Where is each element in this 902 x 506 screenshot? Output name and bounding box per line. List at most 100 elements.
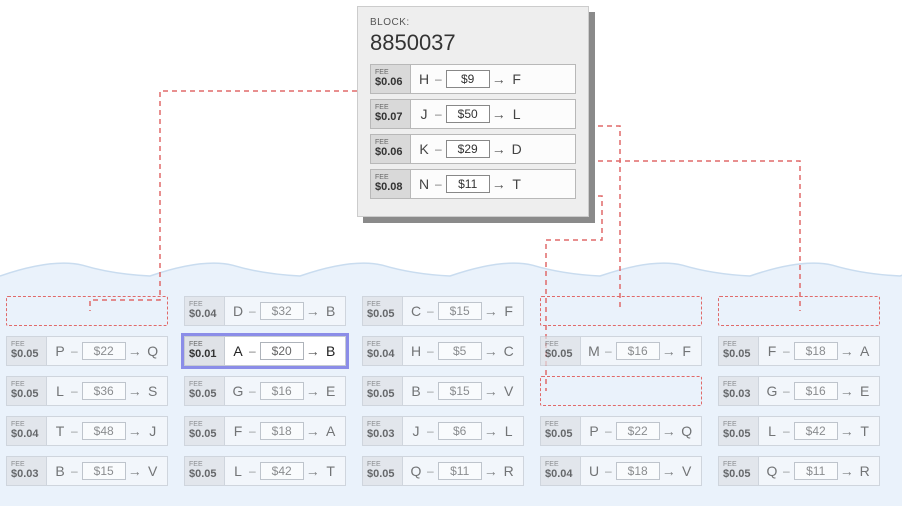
arrow-icon: → — [662, 343, 676, 359]
tx-body: A–$20→B — [225, 337, 345, 365]
tx-to: J — [146, 423, 160, 439]
tx-dash: – — [427, 384, 434, 398]
fee-label: FEE — [545, 341, 580, 348]
tx-body: J–$50→L — [411, 100, 575, 128]
fee-label: FEE — [545, 421, 580, 428]
tx-to: T — [324, 463, 338, 479]
tx-amount: $15 — [438, 382, 482, 400]
fee-amount: $0.03 — [367, 428, 402, 440]
fee-label: FEE — [375, 139, 410, 146]
tx-fee: FEE$0.05 — [7, 337, 47, 365]
fee-label: FEE — [11, 461, 46, 468]
tx-dash: – — [435, 177, 442, 191]
pool-slot — [718, 296, 880, 326]
fee-amount: $0.05 — [189, 428, 224, 440]
pool-tx-row: FEE$0.04H–$5→C — [362, 336, 524, 366]
arrow-icon: → — [306, 463, 320, 479]
tx-to: F — [680, 343, 694, 359]
fee-amount: $0.01 — [189, 348, 224, 360]
arrow-icon: → — [128, 343, 142, 359]
tx-dash: – — [783, 464, 790, 478]
tx-body: B–$15→V — [47, 457, 167, 485]
tx-fee: FEE$0.05 — [7, 377, 47, 405]
tx-to: L — [502, 423, 516, 439]
tx-amount: $15 — [438, 302, 482, 320]
tx-to: Q — [146, 343, 160, 359]
fee-label: FEE — [11, 421, 46, 428]
fee-label: FEE — [367, 421, 402, 428]
tx-to: F — [502, 303, 516, 319]
tx-dash: – — [71, 464, 78, 478]
fee-amount: $0.05 — [723, 348, 758, 360]
tx-amount: $11 — [446, 175, 490, 193]
pool-tx-row: FEE$0.05L–$42→T — [718, 416, 880, 446]
tx-dash: – — [783, 384, 790, 398]
tx-body: N–$11→T — [411, 170, 575, 198]
tx-amount: $42 — [260, 462, 304, 480]
tx-fee: FEE$0.05 — [185, 417, 225, 445]
block-card: BLOCK: 8850037 FEE$0.06H–$9→FFEE$0.07J–$… — [357, 6, 589, 217]
fee-amount: $0.06 — [375, 146, 410, 158]
tx-fee: FEE$0.05 — [719, 337, 759, 365]
tx-to: T — [858, 423, 872, 439]
tx-body: L–$42→T — [759, 417, 879, 445]
fee-label: FEE — [723, 461, 758, 468]
tx-amount: $32 — [260, 302, 304, 320]
fee-amount: $0.06 — [375, 76, 410, 88]
tx-to: L — [510, 106, 524, 122]
tx-amount: $9 — [446, 70, 490, 88]
arrow-icon: → — [840, 383, 854, 399]
tx-fee: FEE$0.07 — [371, 100, 411, 128]
tx-body: F–$18→A — [225, 417, 345, 445]
pool-tx-row: FEE$0.05P–$22→Q — [6, 336, 168, 366]
tx-fee: FEE$0.05 — [185, 457, 225, 485]
arrow-icon: → — [128, 383, 142, 399]
tx-to: R — [858, 463, 872, 479]
fee-amount: $0.05 — [189, 468, 224, 480]
tx-from: J — [417, 106, 431, 122]
tx-from: Q — [409, 463, 423, 479]
pool-slot: FEE$0.03B–$15→V — [6, 456, 168, 486]
tx-from: P — [587, 423, 601, 439]
pool-tx-row: FEE$0.05Q–$11→R — [718, 456, 880, 486]
fee-label: FEE — [189, 301, 224, 308]
block-number: 8850037 — [370, 30, 576, 56]
arrow-icon: → — [484, 303, 498, 319]
tx-from: K — [417, 141, 431, 157]
arrow-icon: → — [492, 71, 506, 87]
pool-tx-row: FEE$0.05C–$15→F — [362, 296, 524, 326]
tx-body: G–$16→E — [759, 377, 879, 405]
arrow-icon: → — [306, 343, 320, 359]
tx-fee: FEE$0.06 — [371, 65, 411, 93]
tx-fee: FEE$0.05 — [719, 417, 759, 445]
tx-dash: – — [783, 344, 790, 358]
tx-dash: – — [435, 72, 442, 86]
pool-tx-row: FEE$0.05L–$42→T — [184, 456, 346, 486]
tx-fee: FEE$0.06 — [371, 135, 411, 163]
pool-tx-row: FEE$0.03G–$16→E — [718, 376, 880, 406]
pool-tx-row: FEE$0.05B–$15→V — [362, 376, 524, 406]
tx-to: V — [680, 463, 694, 479]
tx-dash: – — [71, 424, 78, 438]
tx-to: E — [858, 383, 872, 399]
arrow-icon: → — [840, 423, 854, 439]
fee-label: FEE — [723, 421, 758, 428]
tx-dash: – — [71, 384, 78, 398]
pool-slot: FEE$0.05G–$16→E — [184, 376, 346, 406]
tx-body: C–$15→F — [403, 297, 523, 325]
pool-slot: FEE$0.03J–$6→L — [362, 416, 524, 446]
tx-from: T — [53, 423, 67, 439]
empty-slot — [718, 296, 880, 326]
tx-body: P–$22→Q — [581, 417, 701, 445]
pool-tx-row: FEE$0.03B–$15→V — [6, 456, 168, 486]
fee-amount: $0.03 — [723, 388, 758, 400]
tx-dash: – — [249, 424, 256, 438]
block-tx-row: FEE$0.06K–$29→D — [370, 134, 576, 164]
fee-amount: $0.05 — [545, 348, 580, 360]
tx-amount: $16 — [260, 382, 304, 400]
tx-dash: – — [249, 384, 256, 398]
fee-amount: $0.04 — [189, 308, 224, 320]
tx-dash: – — [71, 344, 78, 358]
tx-body: H–$5→C — [403, 337, 523, 365]
pool-tx-row: FEE$0.04T–$48→J — [6, 416, 168, 446]
